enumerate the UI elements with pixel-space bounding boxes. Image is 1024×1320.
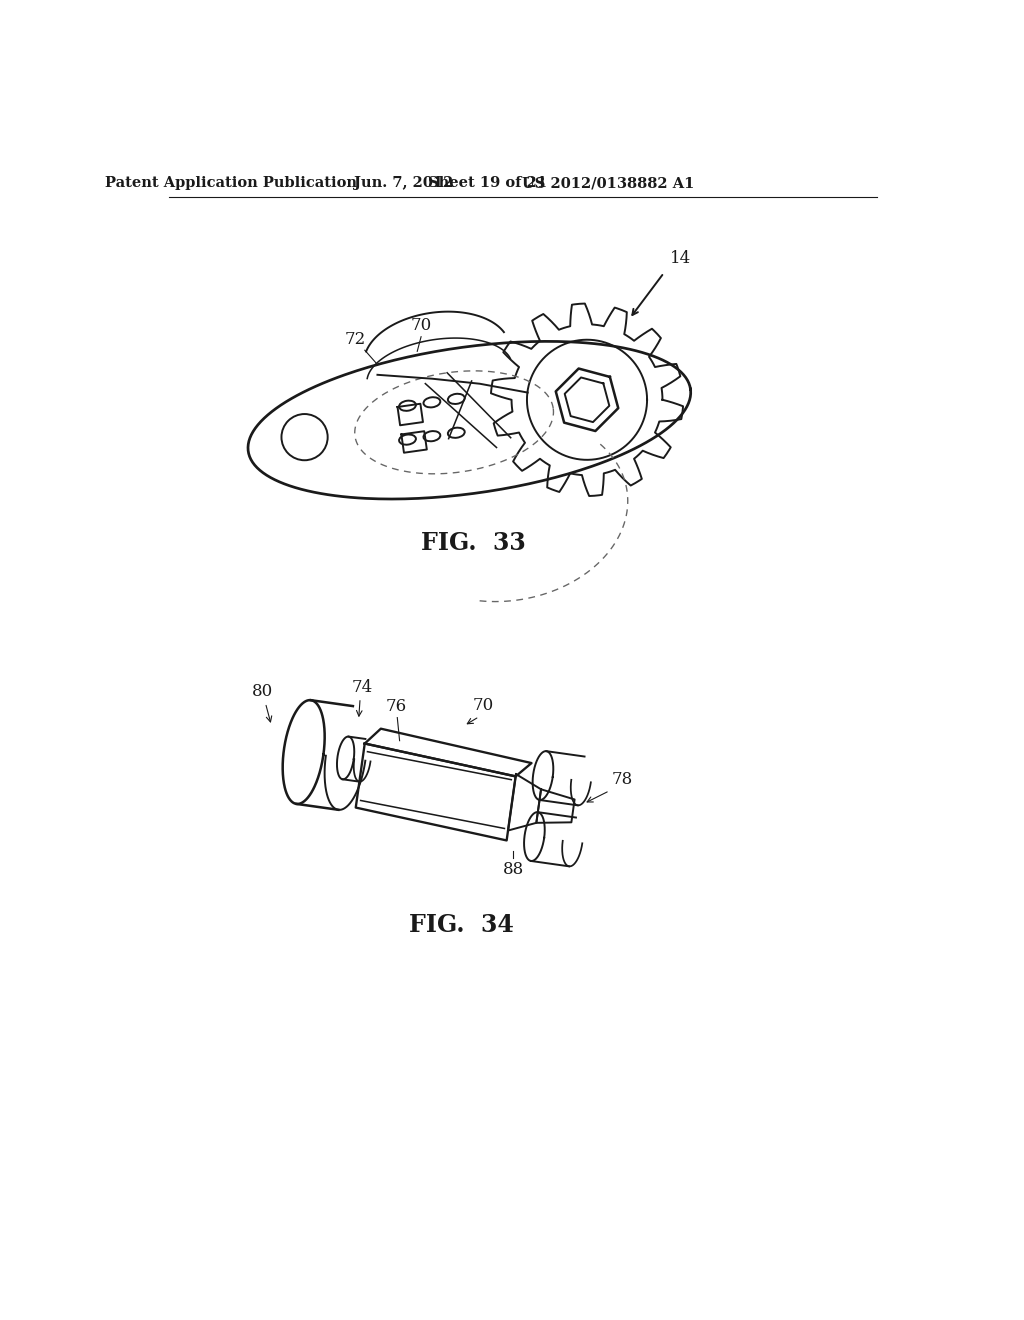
Text: Patent Application Publication: Patent Application Publication (104, 176, 356, 190)
Text: 70: 70 (472, 697, 494, 714)
Text: 78: 78 (612, 771, 633, 788)
Text: FIG.  34: FIG. 34 (410, 912, 514, 937)
Text: Jun. 7, 2012: Jun. 7, 2012 (354, 176, 454, 190)
Text: 72: 72 (344, 331, 366, 348)
Text: FIG.  33: FIG. 33 (421, 532, 525, 556)
Text: 14: 14 (670, 251, 691, 268)
Text: US 2012/0138882 A1: US 2012/0138882 A1 (522, 176, 694, 190)
Text: 88: 88 (503, 861, 524, 878)
Text: 80: 80 (252, 682, 272, 700)
Text: 74: 74 (352, 678, 373, 696)
Text: 76: 76 (385, 698, 407, 715)
Text: Sheet 19 of 21: Sheet 19 of 21 (427, 176, 547, 190)
Text: 70: 70 (411, 317, 432, 334)
